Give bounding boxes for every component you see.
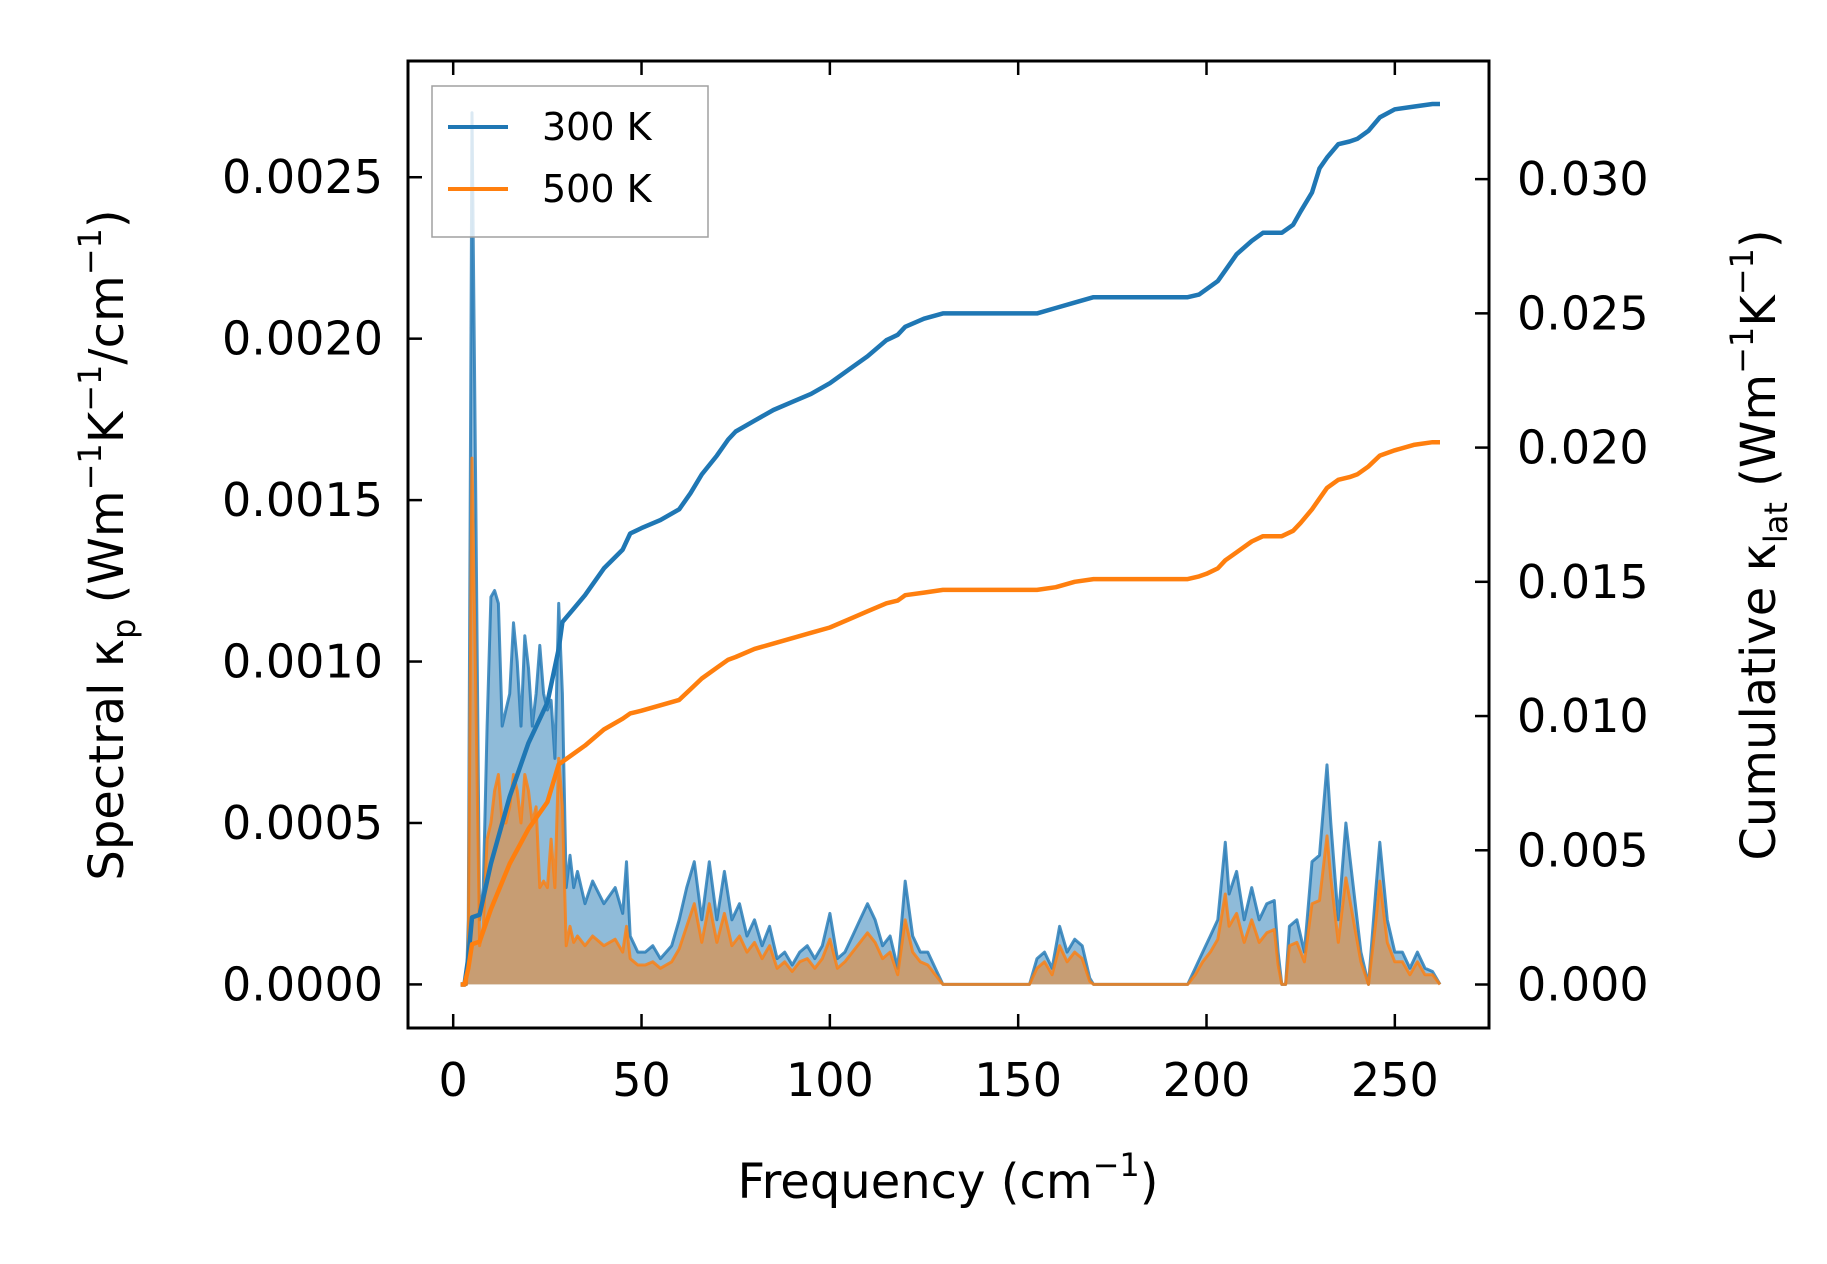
series-lines — [460, 101, 1440, 987]
y2-tick-label: 0.025 — [1517, 286, 1649, 340]
y2-tick-label: 0.005 — [1517, 823, 1649, 877]
x-axis-title: Frequency (cm−1) — [737, 1146, 1158, 1210]
y-tick-label: 0.0000 — [222, 957, 383, 1011]
spectral-line-500k — [460, 456, 1442, 986]
y-tick-label: 0.0020 — [222, 312, 383, 366]
x-tick-label: 150 — [974, 1053, 1062, 1107]
y-tick-label: 0.0015 — [222, 473, 383, 527]
x-tick-label: 100 — [786, 1053, 874, 1107]
y-axis-title-right: Cumulative κlat (Wm−1K−1) — [1723, 229, 1795, 860]
y-tick-label: 0.0025 — [222, 150, 383, 204]
x-tick-label: 200 — [1163, 1053, 1251, 1107]
y2-tick-label: 0.000 — [1517, 958, 1649, 1012]
y2-tick-label: 0.020 — [1517, 421, 1649, 475]
x-tick-label: 0 — [439, 1053, 468, 1107]
y-tick-label: 0.0005 — [222, 796, 383, 850]
y-axis-left: 0.0000 0.0005 0.0010 0.0015 0.0020 0.0025 — [222, 150, 422, 1011]
y2-tick-label: 0.015 — [1517, 555, 1649, 609]
cumulative-line-300k — [460, 101, 1440, 987]
legend-box — [431, 85, 709, 238]
spectral-fill-500k — [460, 458, 1440, 985]
x-axis: 0 50 100 150 200 250 — [439, 61, 1439, 1107]
y-axis-title-left: Spectral κp (Wm−1K−1/cm−1) — [71, 209, 143, 880]
plot-frame — [406, 59, 1491, 1030]
x-tick-label: 50 — [612, 1053, 671, 1107]
y-axis-right: 0.000 0.005 0.010 0.015 0.020 0.025 0.030 — [1475, 152, 1649, 1012]
legend-label-500k: 500 K — [542, 167, 653, 211]
y2-tick-label: 0.030 — [1517, 152, 1649, 206]
y-tick-label: 0.0010 — [222, 635, 383, 689]
spectral-fill-300k — [460, 112, 1440, 985]
spectral-fills — [460, 111, 1442, 986]
x-tick-label: 250 — [1351, 1053, 1439, 1107]
legend-label-300k: 300 K — [542, 105, 653, 149]
legend: 300 K 500 K — [431, 85, 709, 238]
spectral-line-300k — [460, 111, 1442, 986]
cumulative-line-500k — [460, 439, 1440, 987]
y2-tick-label: 0.010 — [1517, 689, 1649, 743]
